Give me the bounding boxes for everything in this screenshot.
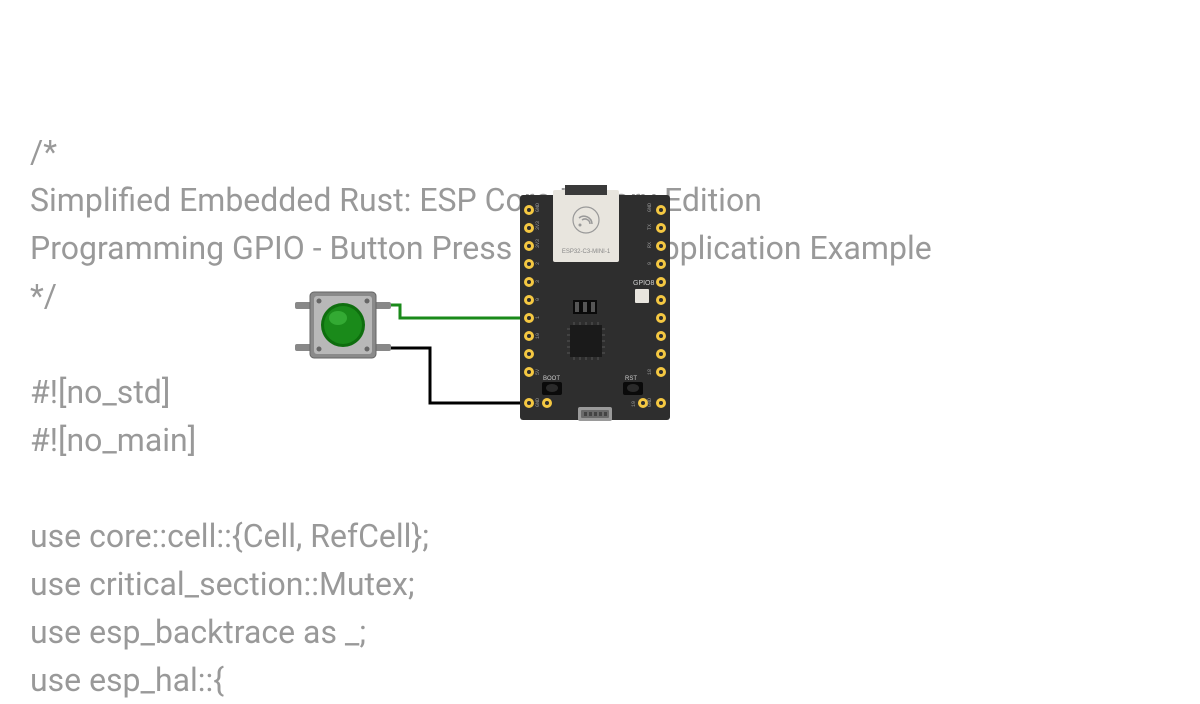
svg-text:19: 19 bbox=[631, 401, 637, 407]
svg-text:3V3: 3V3 bbox=[535, 221, 541, 230]
svg-text:5V: 5V bbox=[535, 369, 541, 375]
wire-green bbox=[384, 305, 528, 318]
svg-text:GND: GND bbox=[647, 398, 653, 407]
code-line: */ bbox=[30, 277, 57, 315]
circuit-diagram: GND 3V3 3V3 2 3 0 1 10 5V GND GND TX RX … bbox=[295, 185, 695, 435]
svg-text:18: 18 bbox=[647, 369, 653, 375]
code-line: use core::cell::{Cell, RefCell}; bbox=[30, 517, 429, 555]
rst-label: RST bbox=[625, 376, 637, 382]
esp32-board: GND 3V3 3V3 2 3 0 1 10 5V GND GND TX RX … bbox=[520, 185, 670, 421]
svg-text:GND: GND bbox=[535, 203, 541, 212]
main-chip bbox=[570, 325, 602, 357]
code-line: Example bbox=[809, 229, 931, 267]
svg-text:3: 3 bbox=[535, 280, 541, 283]
svg-text:9: 9 bbox=[647, 262, 653, 265]
svg-text:RX: RX bbox=[647, 242, 653, 248]
svg-text:GND: GND bbox=[647, 203, 653, 212]
wire-black bbox=[384, 348, 528, 403]
module-label: ESP32-C3-MINI-1 bbox=[562, 249, 611, 255]
status-led bbox=[635, 289, 649, 303]
svg-text:10: 10 bbox=[535, 333, 541, 339]
svg-text:2: 2 bbox=[535, 262, 541, 265]
svg-text:TX: TX bbox=[647, 224, 653, 230]
svg-text:3V3: 3V3 bbox=[535, 239, 541, 248]
code-line: use esp_backtrace as _; bbox=[30, 613, 366, 651]
code-line: #![no_std] bbox=[30, 373, 170, 411]
code-line: use critical_section::Mutex; bbox=[30, 565, 415, 603]
code-line: #![no_main] bbox=[30, 421, 196, 459]
code-line: use esp_hal::{ bbox=[30, 661, 224, 699]
svg-text:1: 1 bbox=[535, 316, 541, 319]
svg-text:0: 0 bbox=[535, 298, 541, 301]
boot-label: BOOT bbox=[543, 376, 560, 382]
svg-text:GND: GND bbox=[535, 398, 541, 407]
push-button-component bbox=[295, 292, 391, 358]
code-line: /* bbox=[30, 133, 57, 171]
gpio8-label: GPIO8 bbox=[633, 280, 655, 287]
